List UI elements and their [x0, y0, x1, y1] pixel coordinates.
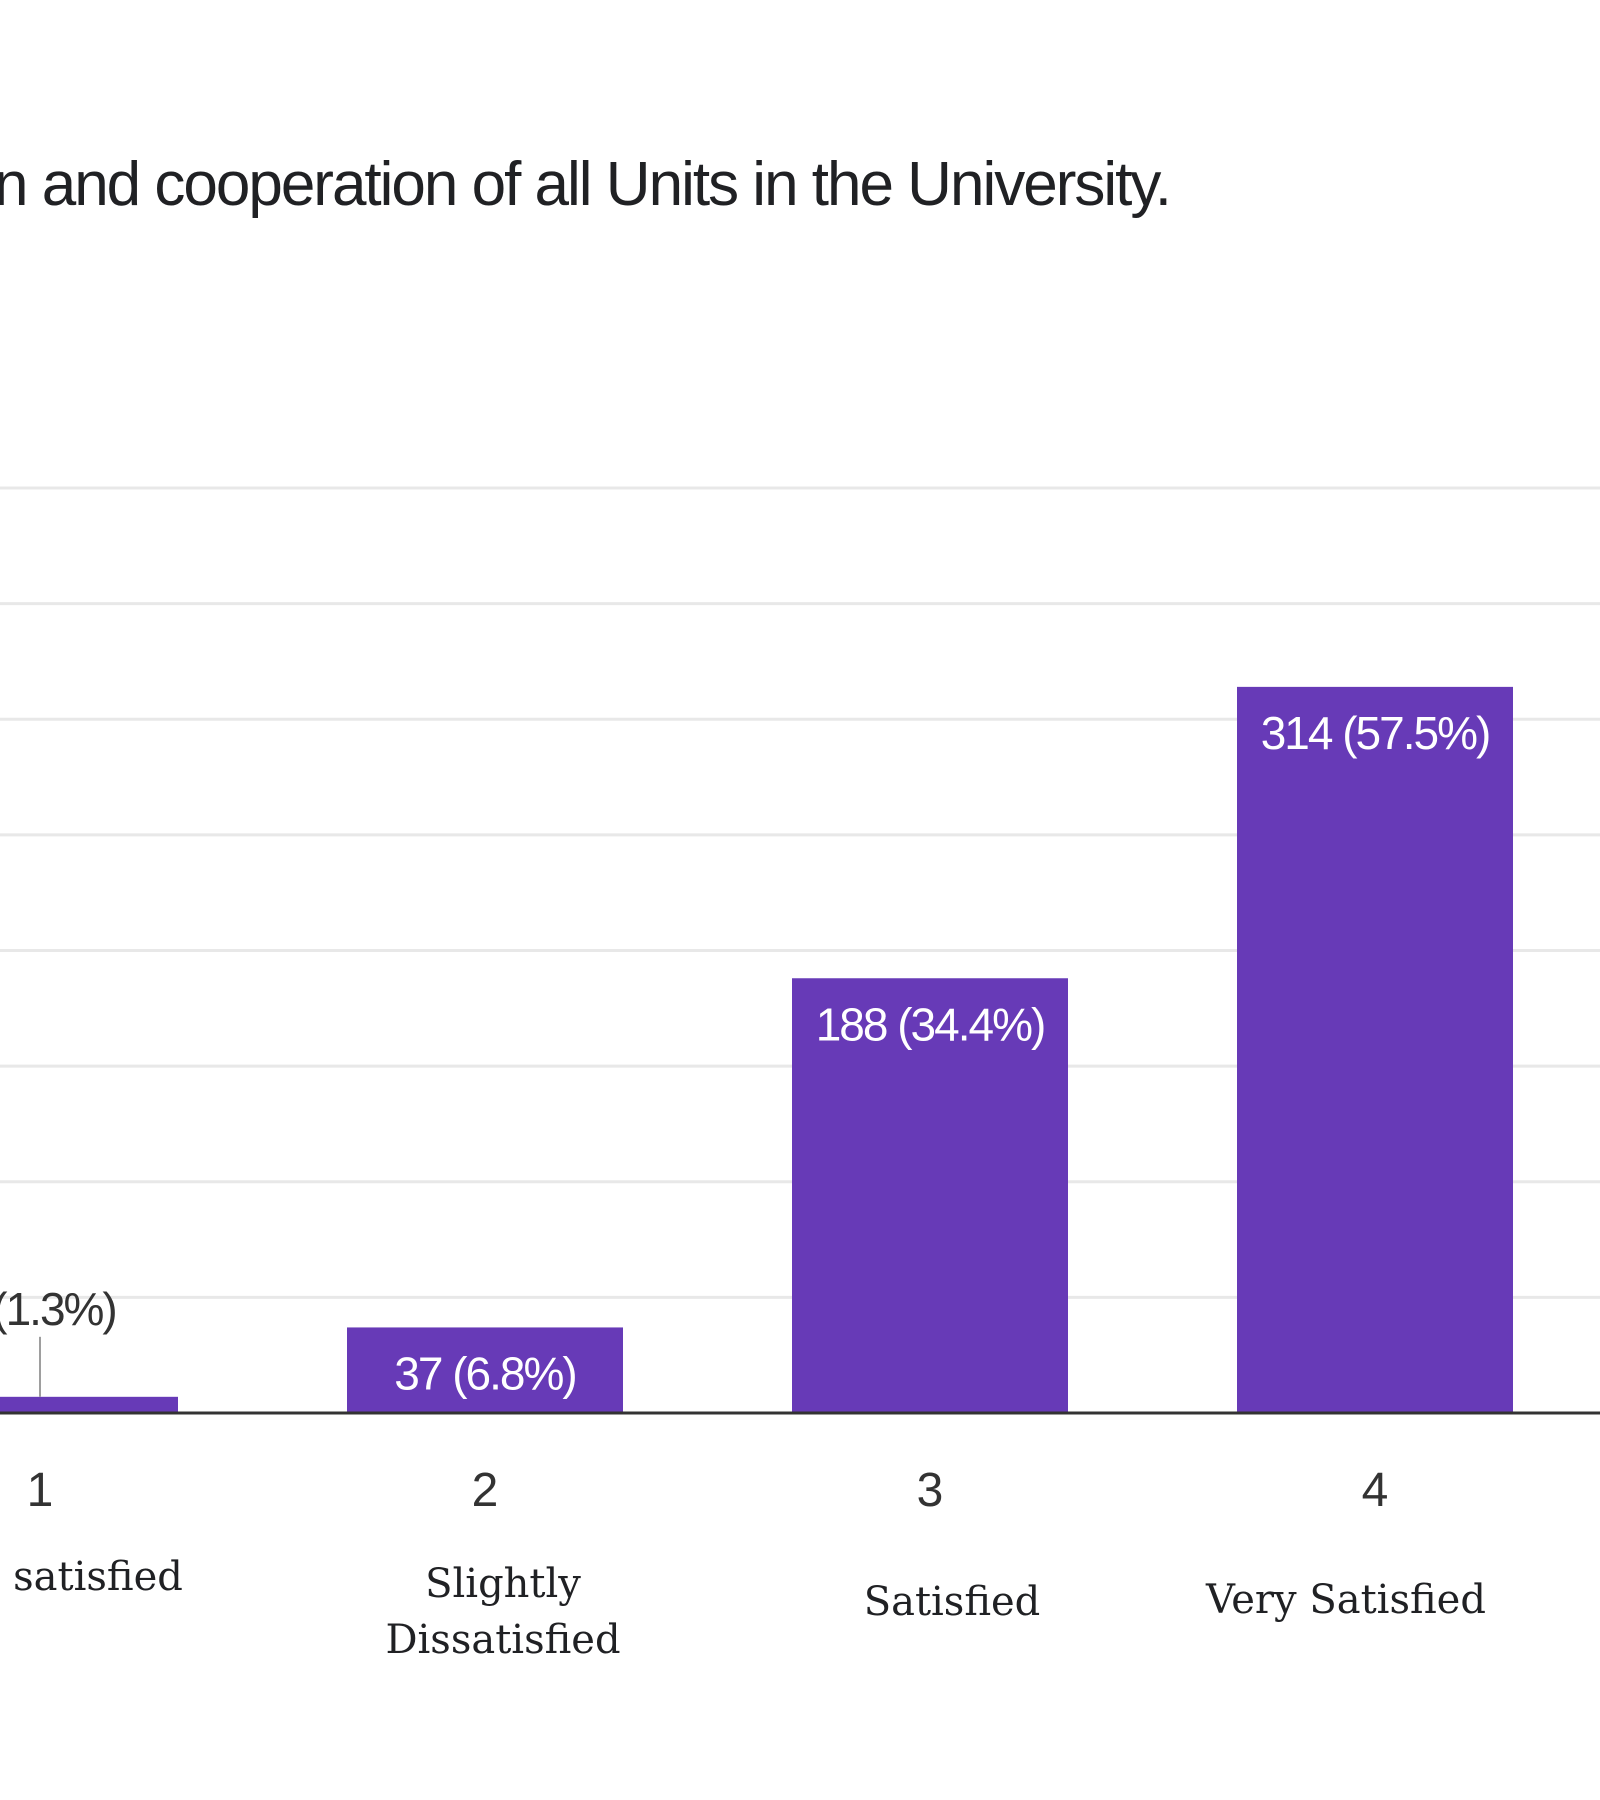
bar-2	[347, 1327, 623, 1413]
x-tick-label: 3	[917, 1464, 944, 1517]
bar-data-labels: (1.3%) 37 (6.8%) 188 (34.4%) 314 (57.5%)	[0, 707, 1491, 1400]
category-label: Satisfied	[864, 1579, 1041, 1625]
bar-data-label: 188 (34.4%)	[816, 998, 1045, 1050]
bar-data-label: 314 (57.5%)	[1261, 707, 1490, 759]
category-label: Slightly Dissatisfied	[385, 1561, 620, 1663]
category-labels: satisfied Slightly Dissatisfied Satisfied Ve…	[13, 1554, 1486, 1663]
chart-title: n and cooperation of all Units in the Un…	[0, 150, 1170, 219]
x-tick-label: 1	[27, 1464, 54, 1517]
bar-data-label: 37 (6.8%)	[394, 1347, 575, 1399]
category-label: Very Satisfied	[1205, 1577, 1486, 1623]
bar-data-label: (1.3%)	[0, 1283, 116, 1335]
x-tick-label: 4	[1362, 1464, 1389, 1517]
bar-1	[0, 1396, 178, 1413]
category-label: satisfied	[13, 1554, 183, 1600]
bars	[0, 686, 1513, 1413]
x-tick-label: 2	[472, 1464, 499, 1517]
bar-4	[1237, 686, 1513, 1413]
bar-3	[792, 978, 1068, 1413]
x-tick-labels: 1 2 3 4	[27, 1464, 1389, 1517]
